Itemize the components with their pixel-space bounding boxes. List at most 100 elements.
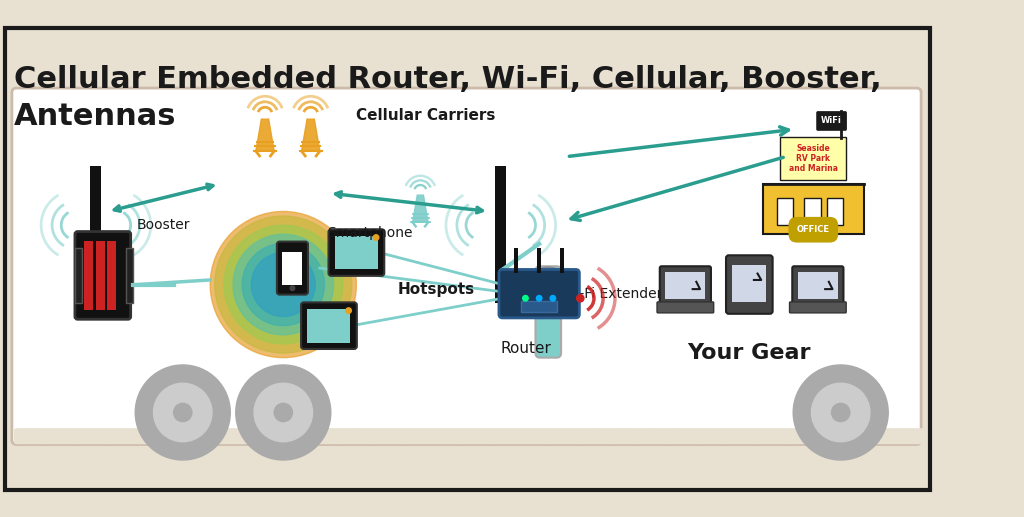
FancyBboxPatch shape — [12, 88, 922, 445]
FancyBboxPatch shape — [70, 429, 82, 444]
Text: Cellular Embedded Router, Wi-Fi, Cellular, Booster,: Cellular Embedded Router, Wi-Fi, Cellula… — [13, 65, 882, 94]
FancyBboxPatch shape — [276, 241, 308, 295]
Polygon shape — [413, 195, 428, 222]
FancyBboxPatch shape — [771, 429, 784, 444]
FancyBboxPatch shape — [14, 429, 28, 444]
FancyBboxPatch shape — [212, 429, 225, 444]
FancyBboxPatch shape — [322, 429, 335, 444]
Bar — [521, 300, 557, 312]
Circle shape — [290, 286, 295, 291]
FancyBboxPatch shape — [750, 429, 762, 444]
Bar — [75, 248, 82, 303]
Bar — [496, 166, 506, 303]
Bar — [126, 248, 133, 303]
FancyBboxPatch shape — [870, 429, 883, 444]
Text: Router: Router — [500, 341, 551, 356]
FancyBboxPatch shape — [135, 429, 148, 444]
Bar — [106, 241, 116, 310]
Bar — [538, 248, 541, 273]
FancyBboxPatch shape — [146, 429, 159, 444]
FancyBboxPatch shape — [717, 429, 729, 444]
FancyBboxPatch shape — [329, 229, 384, 276]
FancyBboxPatch shape — [782, 429, 795, 444]
FancyBboxPatch shape — [278, 429, 291, 444]
FancyBboxPatch shape — [179, 429, 191, 444]
FancyBboxPatch shape — [684, 429, 696, 444]
FancyBboxPatch shape — [706, 429, 718, 444]
FancyBboxPatch shape — [454, 429, 466, 444]
FancyBboxPatch shape — [650, 429, 664, 444]
FancyBboxPatch shape — [245, 429, 258, 444]
Circle shape — [537, 296, 542, 301]
FancyBboxPatch shape — [499, 269, 580, 318]
FancyBboxPatch shape — [848, 429, 861, 444]
FancyBboxPatch shape — [640, 429, 652, 444]
FancyBboxPatch shape — [410, 429, 422, 444]
FancyBboxPatch shape — [563, 429, 575, 444]
FancyBboxPatch shape — [431, 429, 444, 444]
FancyBboxPatch shape — [91, 429, 104, 444]
Bar — [827, 197, 844, 225]
FancyBboxPatch shape — [859, 429, 871, 444]
Circle shape — [577, 295, 584, 302]
FancyBboxPatch shape — [817, 112, 846, 130]
FancyBboxPatch shape — [190, 429, 203, 444]
FancyBboxPatch shape — [442, 429, 455, 444]
Bar — [283, 252, 302, 284]
FancyBboxPatch shape — [58, 429, 72, 444]
FancyBboxPatch shape — [398, 429, 412, 444]
Text: OFFICE: OFFICE — [797, 225, 829, 234]
Bar — [307, 309, 350, 343]
FancyBboxPatch shape — [223, 429, 236, 444]
FancyBboxPatch shape — [760, 429, 773, 444]
FancyBboxPatch shape — [310, 429, 324, 444]
FancyBboxPatch shape — [354, 429, 368, 444]
Text: Cellular Carriers: Cellular Carriers — [356, 108, 496, 123]
FancyBboxPatch shape — [790, 302, 846, 313]
FancyBboxPatch shape — [794, 429, 806, 444]
Text: Hotspots: Hotspots — [397, 282, 475, 297]
FancyBboxPatch shape — [75, 232, 131, 320]
FancyBboxPatch shape — [387, 429, 400, 444]
FancyBboxPatch shape — [300, 429, 312, 444]
FancyBboxPatch shape — [881, 429, 894, 444]
Bar — [804, 197, 820, 225]
Circle shape — [210, 211, 356, 358]
FancyBboxPatch shape — [793, 266, 844, 305]
Bar — [560, 248, 564, 273]
Circle shape — [174, 403, 191, 422]
Bar — [96, 241, 105, 310]
Circle shape — [374, 235, 379, 240]
Text: WiFi: WiFi — [821, 116, 842, 126]
FancyBboxPatch shape — [662, 429, 675, 444]
FancyBboxPatch shape — [114, 429, 126, 444]
Circle shape — [154, 383, 212, 442]
FancyBboxPatch shape — [344, 429, 356, 444]
FancyBboxPatch shape — [837, 429, 850, 444]
Circle shape — [346, 308, 351, 313]
FancyBboxPatch shape — [596, 429, 608, 444]
Bar — [732, 265, 766, 302]
FancyBboxPatch shape — [333, 429, 345, 444]
Text: Antennas: Antennas — [13, 102, 176, 131]
FancyBboxPatch shape — [607, 429, 620, 444]
Circle shape — [242, 244, 325, 326]
FancyBboxPatch shape — [673, 429, 685, 444]
FancyBboxPatch shape — [102, 429, 115, 444]
FancyBboxPatch shape — [497, 429, 510, 444]
FancyBboxPatch shape — [815, 429, 828, 444]
FancyBboxPatch shape — [694, 429, 708, 444]
Bar — [666, 272, 706, 299]
FancyBboxPatch shape — [913, 429, 927, 444]
FancyBboxPatch shape — [617, 429, 631, 444]
FancyBboxPatch shape — [256, 429, 268, 444]
FancyBboxPatch shape — [738, 429, 752, 444]
Circle shape — [522, 296, 528, 301]
FancyBboxPatch shape — [519, 429, 531, 444]
FancyBboxPatch shape — [377, 429, 389, 444]
Bar — [763, 184, 863, 234]
FancyBboxPatch shape — [168, 429, 181, 444]
Circle shape — [254, 383, 312, 442]
Circle shape — [811, 383, 870, 442]
Bar — [90, 166, 101, 294]
